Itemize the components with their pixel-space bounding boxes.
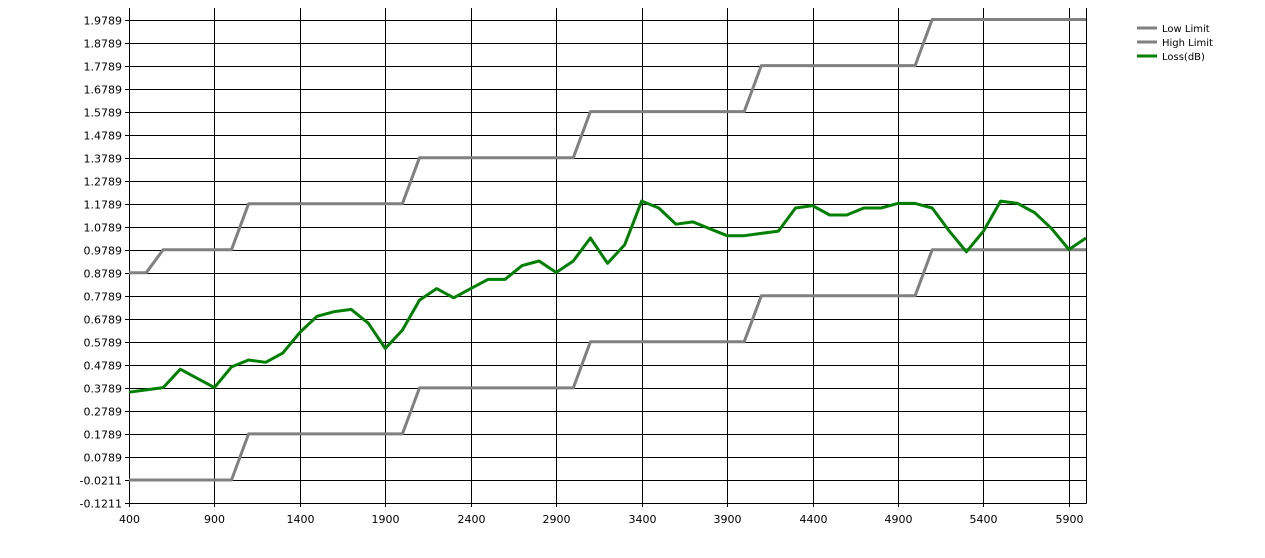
y-tick-label: 1.2789	[84, 176, 123, 189]
y-tick-label: 0.8789	[84, 268, 123, 281]
y-tick-label: 1.4789	[84, 130, 123, 143]
grid-lines	[129, 8, 1086, 503]
y-tick-label: 1.9789	[84, 15, 123, 28]
x-tick-label: 4400	[800, 513, 828, 526]
x-tick-label: 400	[119, 513, 140, 526]
low-limit-line	[129, 248, 1086, 482]
y-tick-label: 0.7789	[84, 291, 123, 304]
x-tick-labels: 400 900 1400 1900 2400 2900 3400 3900 4400 4900 54…	[119, 513, 1084, 526]
high-limit-line	[129, 18, 1086, 275]
y-tick-label: 0.4789	[84, 360, 123, 373]
x-tick-label: 5400	[970, 513, 998, 526]
legend-label: Low Limit	[1162, 24, 1210, 35]
y-tick-label: 1.3789	[84, 153, 123, 166]
legend-label: High Limit	[1162, 38, 1213, 49]
x-tick-label: 1900	[372, 513, 400, 526]
x-tick-label: 2900	[543, 513, 571, 526]
y-tick-label: 1.0789	[84, 222, 123, 235]
series-lines	[128, 18, 1087, 482]
legend-label: Loss(dB)	[1162, 52, 1205, 63]
x-tick-label: 1400	[287, 513, 315, 526]
y-tick-label: 0.2789	[84, 406, 123, 419]
y-tick-label: -0.1211	[80, 498, 122, 511]
y-tick-label: 0.0789	[84, 452, 123, 465]
loss-db-line	[128, 199, 1087, 394]
y-tick-label: 0.1789	[84, 429, 123, 442]
x-tick-label: 2400	[458, 513, 486, 526]
x-tick-label: 3900	[714, 513, 742, 526]
y-tick-label: 0.3789	[84, 383, 123, 396]
y-tick-label: 1.7789	[84, 61, 123, 74]
y-tick-label: 1.1789	[84, 199, 123, 212]
x-tick-label: 5900	[1056, 513, 1084, 526]
y-tick-label: 1.6789	[84, 84, 123, 97]
y-tick-labels: -0.1211 -0.0211 0.0789 0.1789 0.2789 0.3789 0.…	[80, 15, 122, 511]
y-tick-label: 1.5789	[84, 107, 123, 120]
axes	[125, 8, 1087, 507]
x-tick-label: 4900	[885, 513, 913, 526]
y-tick-label: 1.8789	[84, 38, 123, 51]
x-tick-label: 3400	[629, 513, 657, 526]
y-tick-label: 0.6789	[84, 314, 123, 327]
legend: Low Limit High Limit Loss(dB)	[1137, 24, 1213, 63]
y-tick-label: 0.9789	[84, 245, 123, 258]
x-tick-label: 900	[204, 513, 225, 526]
y-tick-label: -0.0211	[80, 475, 122, 488]
y-tick-label: 0.5789	[84, 337, 123, 350]
